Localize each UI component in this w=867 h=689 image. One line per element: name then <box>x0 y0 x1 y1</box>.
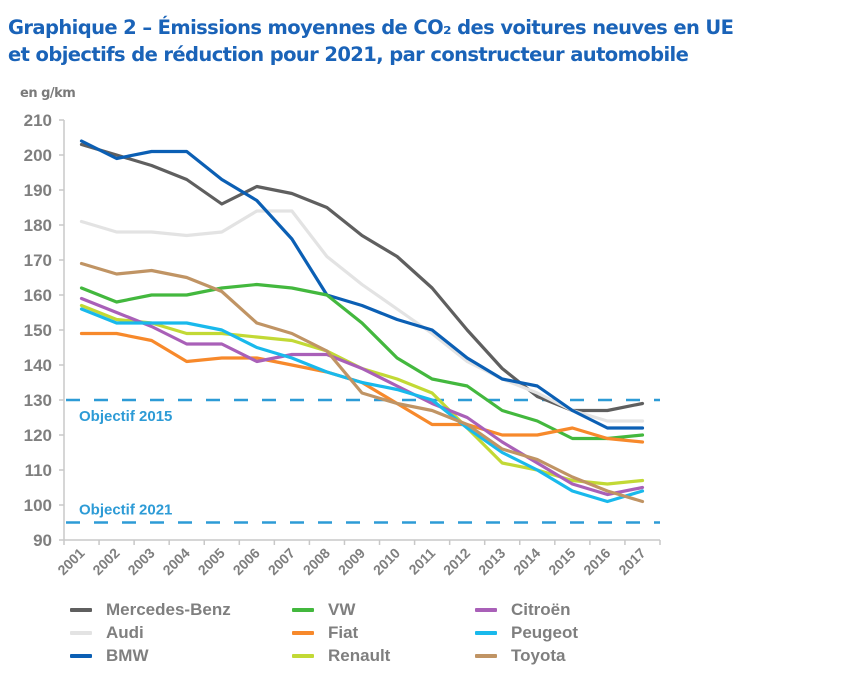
x-tick-label: 2014 <box>510 545 543 578</box>
legend-label: BMW <box>106 646 149 665</box>
legend-swatch <box>475 631 497 635</box>
x-tick-label: 2016 <box>580 545 613 578</box>
legend-swatch <box>70 608 92 612</box>
legend-item-vw: VW <box>292 599 355 621</box>
y-tick-label: 190 <box>24 181 52 200</box>
x-tick-label: 2006 <box>230 545 263 578</box>
legend-label: Citroën <box>511 600 571 619</box>
legend-label: VW <box>328 600 356 619</box>
series-line-fiat <box>79 331 645 444</box>
x-tick-label: 2007 <box>265 545 298 578</box>
y-tick-label: 180 <box>24 216 52 235</box>
y-tick-label: 150 <box>24 321 52 340</box>
y-tick-label: 110 <box>25 461 52 480</box>
y-tick-label: 200 <box>24 146 52 165</box>
series-line-bmw <box>79 139 645 430</box>
legend-label: Mercedes-Benz <box>106 600 231 619</box>
legend-swatch <box>292 608 314 612</box>
y-tick-label: 130 <box>24 391 52 410</box>
legend-label: Audi <box>106 623 144 642</box>
y-tick-label: 140 <box>24 356 52 375</box>
legend-swatch <box>475 608 497 612</box>
series-line-toyota <box>79 261 645 504</box>
legend-item-citro-n: Citroën <box>475 599 571 621</box>
legend-label: Fiat <box>328 623 359 642</box>
chart-title-line-1: Graphique 2 – Émissions moyennes de CO₂ … <box>8 16 734 39</box>
series-lines <box>79 139 645 504</box>
x-tick-label: 2008 <box>300 545 333 578</box>
legend-label: Renault <box>328 646 391 665</box>
y-tick-label: 120 <box>24 426 52 445</box>
x-tick-label: 2005 <box>195 545 228 578</box>
chart-title: Graphique 2 – Émissions moyennes de CO₂ … <box>8 14 863 68</box>
legend-swatch <box>70 654 92 658</box>
legend-label: Toyota <box>511 646 566 665</box>
y-tick-label: 170 <box>24 251 52 270</box>
legend-swatch <box>292 631 314 635</box>
x-tick-label: 2017 <box>615 545 648 578</box>
legend-swatch <box>475 654 497 658</box>
legend-item-bmw: BMW <box>70 645 148 667</box>
x-tick-label: 2001 <box>54 545 87 578</box>
series-line-audi <box>79 209 645 423</box>
legend-swatch <box>70 631 92 635</box>
x-tick-label: 2015 <box>545 545 578 578</box>
x-tick-label: 2002 <box>89 545 122 578</box>
target-label-2015: Objectif 2015 <box>79 408 172 425</box>
y-tick-label: 90 <box>33 531 52 550</box>
x-tick-label: 2003 <box>124 545 157 578</box>
series-line-mercedes-benz <box>79 142 645 413</box>
series-line-peugeot <box>79 307 645 504</box>
target-lines: Objectif 2015 Objectif 2021 <box>66 398 660 524</box>
chart-title-line-2: et objectifs de réduction pour 2021, par… <box>8 43 689 66</box>
x-tick-label: 2010 <box>370 545 403 578</box>
legend-item-audi: Audi <box>70 622 144 644</box>
y-tick-label: 210 <box>24 111 52 130</box>
legend-item-mercedes-benz: Mercedes-Benz <box>70 599 231 621</box>
legend-label: Peugeot <box>511 623 579 642</box>
y-tick-label: 160 <box>24 286 52 305</box>
legend-item-toyota: Toyota <box>475 645 565 667</box>
y-axis-unit-label: en g/km <box>20 86 76 101</box>
x-tick-label: 2004 <box>159 545 192 578</box>
x-tick-label: 2011 <box>405 545 438 578</box>
legend-item-renault: Renault <box>292 645 390 667</box>
legend-item-fiat: Fiat <box>292 622 358 644</box>
legend-item-peugeot: Peugeot <box>475 622 578 644</box>
x-tick-label: 2013 <box>475 545 508 578</box>
series-line-vw <box>79 282 645 441</box>
legend-swatch <box>292 654 314 658</box>
series-line-citro-n <box>79 296 645 497</box>
y-tick-label: 100 <box>24 496 52 515</box>
target-label-2021: Objectif 2021 <box>79 502 172 519</box>
x-tick-label: 2009 <box>335 545 368 578</box>
x-tick-label: 2012 <box>440 545 473 578</box>
